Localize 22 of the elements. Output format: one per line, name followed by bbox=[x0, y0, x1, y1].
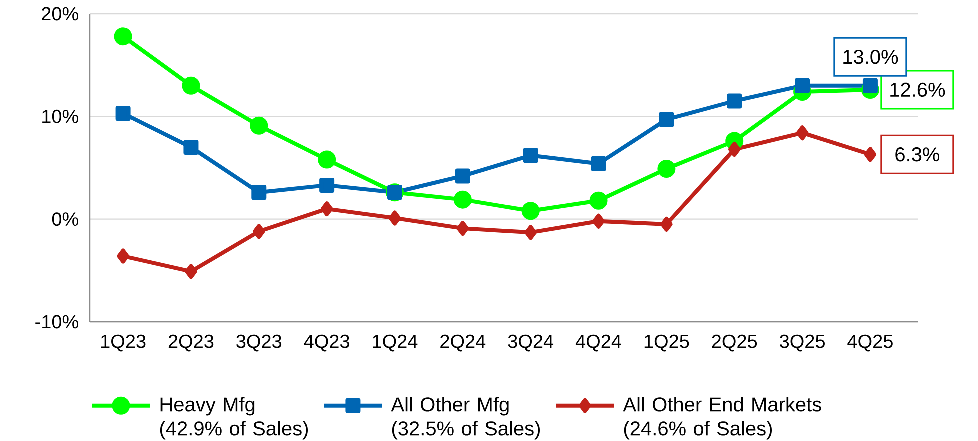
x-tick-label: 2Q24 bbox=[440, 334, 486, 352]
legend-label: All Other End Markets (24.6% of Sales) bbox=[623, 397, 822, 440]
y-tick-label: -10% bbox=[36, 315, 78, 329]
x-tick-label: 1Q24 bbox=[373, 334, 418, 352]
data-label: 13.0% bbox=[844, 50, 898, 64]
x-tick-label: 2Q25 bbox=[712, 334, 758, 352]
x-tick-label: 2Q23 bbox=[168, 334, 214, 352]
data-label: 12.6% bbox=[890, 82, 946, 98]
y-tick-label: 0% bbox=[52, 212, 78, 226]
x-tick-label: 3Q25 bbox=[780, 334, 825, 352]
data-label: 6.3% bbox=[896, 148, 940, 162]
x-tick-label: 1Q25 bbox=[644, 334, 690, 352]
legend-label: Heavy Mfg (42.9% of Sales) bbox=[160, 397, 308, 440]
x-tick-label: 4Q23 bbox=[304, 334, 350, 352]
x-tick-label: 1Q23 bbox=[102, 334, 146, 352]
x-tick-label: 4Q24 bbox=[576, 334, 622, 352]
x-tick-label: 4Q25 bbox=[848, 334, 893, 352]
y-tick-label: 20% bbox=[42, 7, 78, 21]
x-tick-label: 3Q23 bbox=[236, 334, 282, 352]
y-tick-label: 10% bbox=[42, 110, 78, 124]
x-tick-label: 3Q24 bbox=[508, 334, 554, 352]
legend-label: All Other Mfg (32.5% of Sales) bbox=[391, 397, 540, 440]
